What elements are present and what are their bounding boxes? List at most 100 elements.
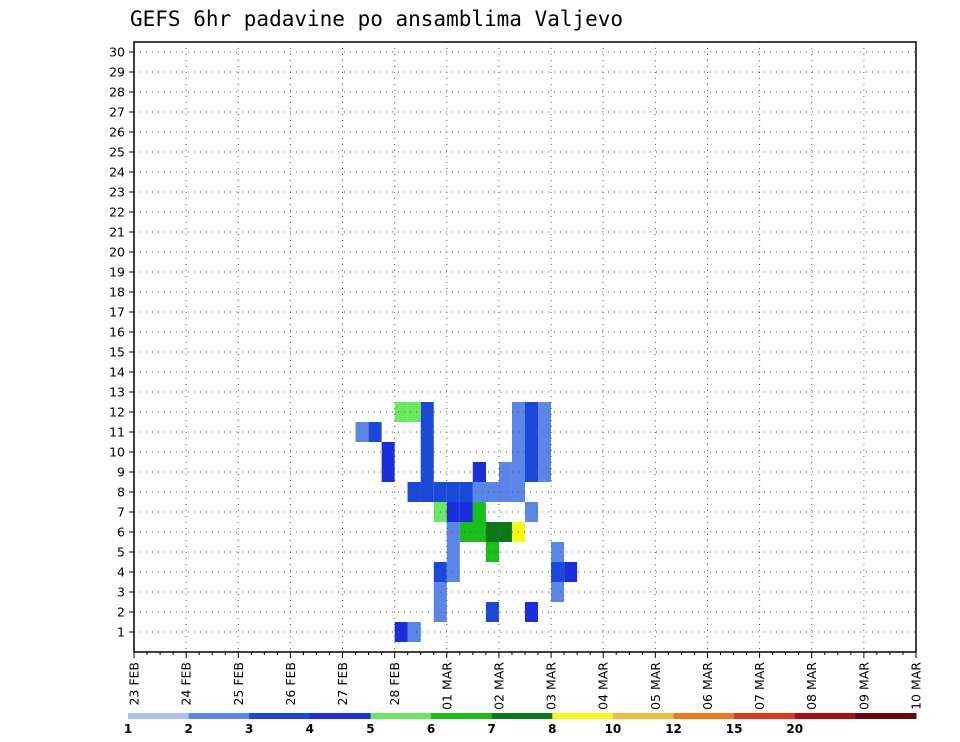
colorbar-swatch — [855, 713, 917, 719]
colorbar-swatch — [552, 713, 614, 719]
data-cell — [368, 422, 382, 442]
colorbar-swatch — [188, 713, 250, 719]
y-tick-label: 28 — [109, 85, 125, 100]
y-tick-label: 6 — [117, 525, 125, 540]
data-cell — [420, 442, 434, 462]
colorbar-swatch — [734, 713, 796, 719]
data-cell — [394, 402, 408, 422]
y-tick-label: 7 — [117, 505, 125, 520]
y-tick-label: 15 — [109, 345, 125, 360]
colorbar-swatch — [794, 713, 856, 719]
colorbar: 1 2 3 4 5 6 7 8 10 12 15 20 — [124, 713, 917, 736]
y-tick-label: 13 — [109, 385, 125, 400]
data-cell — [498, 462, 512, 482]
colorbar-label: 5 — [366, 722, 374, 736]
colorbar-swatch — [431, 713, 493, 719]
y-tick-label: 23 — [109, 185, 125, 200]
y-tick-label: 2 — [117, 605, 125, 620]
data-cell — [525, 502, 539, 522]
data-cell — [525, 462, 539, 482]
y-tick-label: 14 — [109, 365, 125, 380]
colorbar-swatch — [249, 713, 311, 719]
data-cell — [551, 562, 565, 582]
y-tick-label: 12 — [109, 405, 125, 420]
y-tick-label: 18 — [109, 285, 125, 300]
data-cell — [394, 622, 408, 642]
y-tick-label: 9 — [117, 465, 125, 480]
data-cell — [407, 622, 421, 642]
colorbar-label: 12 — [665, 722, 682, 736]
y-axis: 1234567891011121314151617181920212223242… — [109, 45, 134, 640]
x-axis: 23 FEB 24 FEB 25 FEB 26 FEB 27 FEB 28 FEB 01 M… — [127, 652, 924, 710]
y-tick-label: 5 — [117, 545, 125, 560]
y-tick-label: 20 — [109, 245, 125, 260]
data-cell — [472, 482, 486, 502]
data-cell — [538, 422, 552, 442]
x-tick-label: 25 FEB — [231, 662, 246, 706]
data-cell — [446, 522, 460, 542]
data-cell — [538, 442, 552, 462]
x-tick-label: 08 MAR — [804, 662, 819, 710]
y-tick-label: 4 — [117, 565, 125, 580]
colorbar-label: 10 — [605, 722, 622, 736]
data-cell — [446, 502, 460, 522]
data-cell — [551, 582, 565, 602]
data-cell — [381, 442, 395, 462]
data-cell — [446, 542, 460, 562]
data-cell — [459, 522, 473, 542]
data-cell — [564, 562, 578, 582]
y-tick-label: 30 — [109, 45, 125, 60]
data-cell — [485, 602, 499, 622]
data-cell — [525, 602, 539, 622]
x-tick-label: 02 MAR — [491, 662, 506, 710]
data-cell — [525, 442, 539, 462]
data-cell — [446, 562, 460, 582]
data-cell — [538, 462, 552, 482]
x-tick-label: 06 MAR — [700, 662, 715, 710]
data-cell — [420, 402, 434, 422]
data-cell — [551, 542, 565, 562]
data-cell — [472, 502, 486, 522]
colorbar-label: 1 — [124, 722, 132, 736]
data-cell — [525, 402, 539, 422]
data-cell — [420, 422, 434, 442]
y-tick-label: 24 — [109, 165, 125, 180]
data-cell — [407, 402, 421, 422]
y-tick-label: 19 — [109, 265, 125, 280]
data-cells — [355, 402, 578, 642]
x-tick-label: 07 MAR — [752, 662, 767, 710]
colorbar-label: 7 — [488, 722, 496, 736]
data-cell — [407, 482, 421, 502]
colorbar-label: 20 — [786, 722, 803, 736]
data-cell — [485, 542, 499, 562]
y-tick-label: 26 — [109, 125, 125, 140]
data-cell — [538, 402, 552, 422]
x-tick-label: 09 MAR — [856, 662, 871, 710]
data-cell — [472, 462, 486, 482]
x-tick-label: 23 FEB — [127, 662, 142, 706]
x-tick-label: 05 MAR — [648, 662, 663, 710]
y-tick-label: 17 — [109, 305, 125, 320]
data-cell — [485, 522, 499, 542]
colorbar-swatch — [370, 713, 432, 719]
data-cell — [459, 502, 473, 522]
y-tick-label: 16 — [109, 325, 125, 340]
data-cell — [498, 522, 512, 542]
colorbar-swatch — [309, 713, 371, 719]
x-tick-label: 28 FEB — [387, 662, 402, 706]
grid-lines — [134, 42, 916, 652]
data-cell — [381, 462, 395, 482]
colorbar-label: 15 — [726, 722, 743, 736]
data-cell — [472, 522, 486, 542]
x-tick-label: 27 FEB — [335, 662, 350, 706]
data-cell — [446, 482, 460, 502]
y-tick-label: 29 — [109, 65, 125, 80]
y-tick-label: 22 — [109, 205, 125, 220]
x-tick-label: 01 MAR — [439, 662, 454, 710]
colorbar-label: 4 — [306, 722, 314, 736]
colorbar-label: 8 — [548, 722, 556, 736]
y-tick-label: 11 — [109, 425, 125, 440]
chart-title: GEFS 6hr padavine po ansamblima Valjevo — [130, 7, 623, 31]
colorbar-label: 2 — [184, 722, 192, 736]
